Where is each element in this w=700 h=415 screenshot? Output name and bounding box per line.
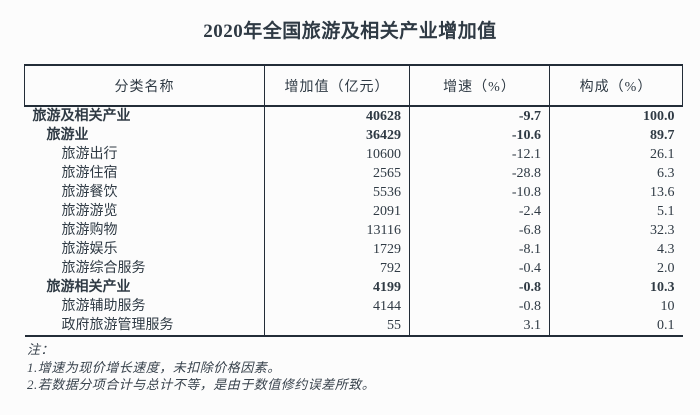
- header-category: 分类名称: [24, 64, 265, 107]
- composition-cell: 4.3: [657, 242, 675, 257]
- page-title: 2020年全国旅游及相关产业增加值: [203, 21, 497, 42]
- composition-cell: 10.3: [650, 280, 675, 295]
- table-header: 分类名称 增加值（亿元） 增速（%） 构成（%）: [24, 64, 683, 107]
- table-body: 旅游及相关产业 40628 -9.7 100.0 旅游业 36429 -10.6 89.7 旅游…: [24, 106, 683, 337]
- table-row: 旅游业 36429 -10.6 89.7: [24, 126, 683, 145]
- category-cell: 旅游餐饮: [24, 183, 265, 202]
- notes: 注： 1.增速为现价增长速度，未扣除价格因素。 2.若数据分项合计与总计不等，是…: [27, 341, 375, 394]
- composition-cell: 32.3: [650, 223, 675, 238]
- added-value-cell: 13116: [264, 221, 410, 240]
- category-cell: 政府旅游管理服务: [24, 316, 265, 337]
- category-cell: 旅游游览: [24, 202, 265, 221]
- notes-label: 注：: [27, 342, 55, 357]
- growth-rate-cell: -6.8: [409, 221, 550, 240]
- composition-cell: 26.1: [650, 147, 675, 162]
- added-value-cell: 40628: [264, 106, 410, 126]
- added-value-cell: 4199: [264, 278, 410, 297]
- header-added-value: 增加值（亿元）: [264, 64, 410, 107]
- category-cell: 旅游综合服务: [24, 259, 265, 278]
- added-value-cell: 36429: [264, 126, 410, 145]
- growth-rate-cell: 3.1: [409, 316, 550, 337]
- table-row: 旅游住宿 2565 -28.8 6.3: [24, 164, 683, 183]
- added-value-cell: 4144: [264, 297, 410, 316]
- table-row: 旅游娱乐 1729 -8.1 4.3: [24, 240, 683, 259]
- growth-rate-cell: -0.8: [409, 297, 550, 316]
- composition-cell: 5.1: [657, 204, 675, 219]
- growth-rate-cell: -2.4: [409, 202, 550, 221]
- added-value-cell: 2565: [264, 164, 410, 183]
- table-row: 旅游综合服务 792 -0.4 2.0: [24, 259, 683, 278]
- header-composition: 构成（%）: [549, 64, 683, 107]
- category-cell: 旅游住宿: [24, 164, 265, 183]
- composition-cell: 100.0: [643, 109, 675, 124]
- table-row: 政府旅游管理服务 55 3.1 0.1: [24, 316, 683, 337]
- added-value-cell: 5536: [264, 183, 410, 202]
- growth-rate-cell: -8.1: [409, 240, 550, 259]
- added-value-cell: 1729: [264, 240, 410, 259]
- composition-cell: 0.1: [549, 316, 683, 337]
- growth-rate-cell: -28.8: [409, 164, 550, 183]
- added-value-cell: 55: [264, 316, 410, 337]
- table-row: 旅游及相关产业 40628 -9.7 100.0: [24, 106, 683, 126]
- table-row: 旅游辅助服务 4144 -0.8 10: [24, 297, 683, 316]
- table-row: 旅游出行 10600 -12.1 26.1: [24, 145, 683, 164]
- growth-rate-cell: -0.8: [409, 278, 550, 297]
- header-growth-rate: 增速（%）: [409, 64, 550, 107]
- note-item-1: 1.增速为现价增长速度，未扣除价格因素。: [27, 359, 281, 375]
- composition-cell: 13.6: [650, 185, 675, 200]
- added-value-cell: 792: [264, 259, 410, 278]
- category-cell: 旅游娱乐: [24, 240, 265, 259]
- category-cell: 旅游及相关产业: [24, 106, 265, 126]
- composition-cell: 10: [660, 299, 675, 314]
- category-cell: 旅游相关产业: [24, 278, 265, 297]
- table-row: 旅游相关产业 4199 -0.8 10.3: [24, 278, 683, 297]
- header-row: 分类名称 增加值（亿元） 增速（%） 构成（%）: [24, 64, 683, 107]
- composition-cell: 2.0: [657, 261, 675, 276]
- note-item-2: 2.若数据分项合计与总计不等，是由于数值修约误差所致。: [27, 377, 376, 392]
- growth-rate-cell: -0.4: [409, 259, 550, 278]
- added-value-cell: 10600: [264, 145, 410, 164]
- statistics-table: 分类名称 增加值（亿元） 增速（%） 构成（%） 旅游及相关产业 40628 -9.…: [24, 64, 683, 337]
- category-cell: 旅游业: [24, 126, 265, 145]
- table-row: 旅游餐饮 5536 -10.8 13.6: [24, 183, 683, 202]
- growth-rate-cell: -12.1: [409, 145, 550, 164]
- growth-rate-cell: -10.6: [409, 126, 550, 145]
- category-cell: 旅游购物: [24, 221, 265, 240]
- table-row: 旅游游览 2091 -2.4 5.1: [24, 202, 683, 221]
- category-cell: 旅游辅助服务: [24, 297, 265, 316]
- composition-cell: 89.7: [650, 128, 675, 143]
- added-value-cell: 2091: [264, 202, 410, 221]
- growth-rate-cell: -9.7: [409, 106, 550, 126]
- table-row: 旅游购物 13116 -6.8 32.3: [24, 221, 683, 240]
- composition-cell: 6.3: [657, 166, 675, 181]
- category-cell: 旅游出行: [24, 145, 265, 164]
- growth-rate-cell: -10.8: [409, 183, 550, 202]
